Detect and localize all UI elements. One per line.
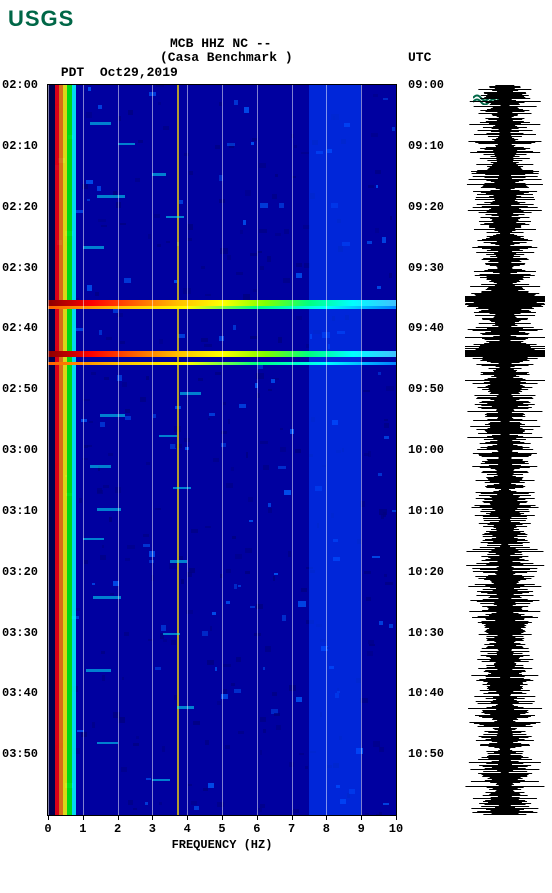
freq-tick: 6: [253, 822, 260, 836]
utc-tick: 10:10: [408, 505, 444, 517]
right-time-axis: 09:0009:1009:2009:3009:4009:5010:0010:10…: [400, 85, 450, 815]
pdt-tick: 03:20: [2, 566, 38, 578]
pdt-tick: 03:10: [2, 505, 38, 517]
freq-tick: 3: [149, 822, 156, 836]
pdt-tick: 03:40: [2, 687, 38, 699]
freq-tick: 10: [389, 822, 403, 836]
utc-label: UTC: [408, 50, 431, 65]
freq-tick: 4: [184, 822, 191, 836]
x-tick-labels: 012345678910: [48, 822, 396, 836]
freq-tick: 5: [218, 822, 225, 836]
utc-tick: 09:20: [408, 201, 444, 213]
utc-tick: 09:50: [408, 383, 444, 395]
freq-tick: 8: [323, 822, 330, 836]
pdt-tick: 02:00: [2, 79, 38, 91]
spectrogram-canvas: [48, 85, 396, 815]
utc-tick: 10:40: [408, 687, 444, 699]
pdt-label: PDT: [61, 65, 84, 80]
station-channel: MCB HHZ NC --: [170, 36, 271, 51]
date-label: Oct29,2019: [100, 65, 178, 80]
utc-tick: 09:40: [408, 322, 444, 334]
frequency-axis: 012345678910 FREQUENCY (HZ): [48, 822, 396, 852]
utc-tick: 10:20: [408, 566, 444, 578]
pdt-tick: 02:10: [2, 140, 38, 152]
pdt-tick: 03:50: [2, 748, 38, 760]
utc-tick: 10:30: [408, 627, 444, 639]
pdt-tick: 02:20: [2, 201, 38, 213]
utc-tick: 10:00: [408, 444, 444, 456]
utc-tick: 10:50: [408, 748, 444, 760]
usgs-spectrogram-page: USGS MCB HHZ NC -- PDT Oct29,2019 (Casa …: [0, 0, 552, 893]
spectrogram-plot: [48, 85, 396, 815]
utc-tick: 09:30: [408, 262, 444, 274]
pdt-tick: 02:30: [2, 262, 38, 274]
x-axis-label: FREQUENCY (HZ): [48, 838, 396, 852]
station-name: (Casa Benchmark ): [160, 50, 293, 65]
pdt-tick: 03:30: [2, 627, 38, 639]
freq-tick: 9: [358, 822, 365, 836]
freq-tick: 2: [114, 822, 121, 836]
usgs-logo: USGS: [8, 6, 74, 32]
usgs-logo-text: USGS: [8, 6, 74, 31]
left-time-axis: 02:0002:1002:2002:3002:4002:5003:0003:10…: [2, 85, 46, 815]
freq-tick: 1: [79, 822, 86, 836]
waveform-trace: [465, 85, 545, 815]
pdt-tick: 02:40: [2, 322, 38, 334]
utc-tick: 09:00: [408, 79, 444, 91]
freq-tick: 7: [288, 822, 295, 836]
pdt-tick: 03:00: [2, 444, 38, 456]
pdt-tick: 02:50: [2, 383, 38, 395]
freq-tick: 0: [44, 822, 51, 836]
utc-tick: 09:10: [408, 140, 444, 152]
